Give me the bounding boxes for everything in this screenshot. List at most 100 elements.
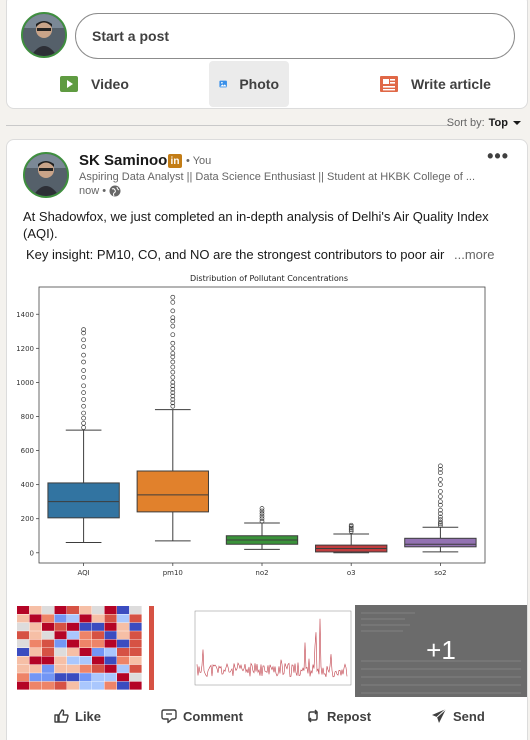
comment-label: Comment (183, 708, 243, 724)
outlier-point (438, 466, 443, 472)
post-body: At Shadowfox, we just completed an in-de… (23, 208, 513, 263)
box-aqi (47, 327, 120, 544)
x-tick-label: AQI (77, 569, 89, 577)
outlier-point (81, 344, 86, 349)
sort-dropdown[interactable]: Sort by: Top (447, 117, 522, 129)
outlier-point (170, 294, 176, 300)
outlier-point (170, 397, 176, 402)
heatmap-cell (29, 639, 42, 648)
timeseries-frame (194, 610, 352, 686)
heatmap-cell (92, 606, 105, 614)
comment-button[interactable]: Comment (161, 708, 243, 724)
boxes-group (47, 294, 477, 554)
y-tick-label: 600 (21, 447, 34, 455)
y-tick-label: 0 (30, 549, 34, 557)
outlier-point (438, 499, 443, 505)
caret-down-icon (513, 121, 521, 125)
heatmap-cell (42, 656, 55, 665)
heatmap-cell (67, 648, 80, 656)
heatmap-thumbnail (17, 606, 154, 690)
outlier-point (170, 308, 176, 314)
heatmap-cell (117, 673, 130, 682)
post-image-boxplot[interactable]: Distribution of Pollutant Concentrations… (16, 269, 489, 580)
y-tick-label: 400 (21, 481, 34, 489)
heatmap-cell (79, 656, 92, 665)
y-tick-label: 200 (21, 515, 34, 523)
heatmap-cell (104, 631, 117, 640)
heatmap-cell (129, 656, 142, 665)
outlier-point (81, 420, 86, 426)
avatar[interactable] (21, 12, 67, 58)
heatmap-cell (79, 681, 92, 690)
outlier-point (348, 529, 354, 534)
video-button[interactable]: Video (49, 61, 139, 107)
like-button[interactable]: Like (53, 708, 101, 724)
outlier-point (170, 299, 176, 305)
box-no2 (225, 506, 299, 550)
see-more-link[interactable]: ...more (454, 247, 495, 262)
heatmap-cell (54, 614, 67, 623)
outlier-point (170, 390, 176, 395)
outlier-point (170, 318, 176, 324)
heatmap-cell (104, 639, 117, 648)
outlier-point (170, 332, 176, 338)
heatmap-cell (29, 614, 42, 623)
author-name[interactable]: SK Saminoor (79, 152, 174, 169)
heatmap-cell (92, 648, 105, 656)
photo-button[interactable]: Photo (209, 61, 289, 107)
heatmap-cell (117, 614, 130, 623)
outlier-point (438, 489, 443, 494)
outlier-point (438, 470, 443, 476)
heatmap-cell (54, 631, 67, 640)
heatmap-cell (92, 664, 105, 673)
heatmap-cell (117, 656, 130, 665)
heatmap-cell (17, 614, 30, 623)
repost-button[interactable]: Repost (305, 708, 371, 724)
heatmap-cell (129, 622, 142, 631)
feed-divider (6, 125, 452, 126)
outlier-point (170, 323, 176, 329)
heatmap-cell (129, 648, 142, 656)
sort-value: Top (488, 117, 508, 129)
write-article-label: Write article (411, 76, 491, 92)
more-images-count: +1 (426, 635, 456, 665)
box-body (136, 470, 209, 513)
heatmap-cell (42, 648, 55, 656)
start-post-button[interactable]: Start a post (75, 13, 515, 59)
author-avatar[interactable] (23, 152, 69, 198)
more-options-icon[interactable]: ••• (487, 146, 509, 166)
heatmap-cell (67, 656, 80, 665)
outlier-point (81, 390, 86, 395)
x-tick-label: o3 (347, 569, 356, 577)
outlier-point (259, 516, 265, 522)
heatmap-cell (129, 639, 142, 648)
send-button[interactable]: Send (431, 708, 485, 724)
heatmap-cell (79, 622, 92, 631)
y-tick-label: 1200 (17, 345, 34, 353)
heatmap-cell (92, 631, 105, 640)
heatmap-cell (54, 656, 67, 665)
heatmap-cell (29, 656, 42, 665)
y-tick-label: 1000 (17, 379, 34, 387)
heatmap-cell (42, 664, 55, 673)
post-image-heatmap[interactable] (9, 605, 169, 697)
video-icon (60, 76, 78, 92)
heatmap-cell (29, 673, 42, 682)
send-icon (432, 708, 447, 723)
chart-background (17, 269, 489, 580)
outlier-point (81, 352, 86, 358)
write-article-button[interactable]: Write article (369, 61, 501, 107)
heatmap-cell (129, 631, 142, 640)
outlier-point (81, 337, 86, 343)
heatmap-cell (79, 639, 92, 648)
outlier-point (170, 364, 176, 370)
post-image-table[interactable]: +1 (355, 605, 527, 697)
heatmap-cell (42, 614, 55, 623)
heatmap-cell (67, 631, 80, 640)
heatmap-cell (42, 681, 55, 690)
send-label: Send (453, 708, 485, 724)
chart-title: Distribution of Pollutant Concentrations (190, 274, 348, 283)
post-image-timeseries[interactable] (185, 605, 357, 697)
heatmap-cell (17, 639, 30, 648)
outlier-point (170, 345, 176, 351)
